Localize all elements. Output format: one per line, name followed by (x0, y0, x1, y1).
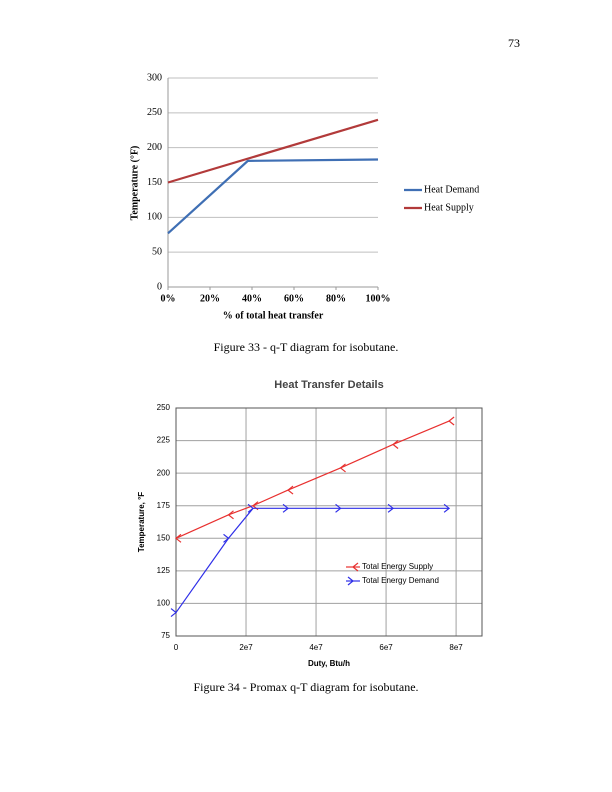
x-axis-label: Duty, Btu/h (308, 659, 350, 668)
x-tick-label: 0% (161, 293, 176, 304)
x-tick-label: 80% (326, 293, 346, 304)
x-tick-label: 8e7 (449, 643, 463, 652)
point-marker (335, 503, 342, 513)
x-tick-label: 100% (366, 293, 391, 304)
y-tick-label: 100 (157, 599, 171, 608)
chart-title: Heat Transfer Details (274, 379, 383, 391)
y-tick-label: 150 (147, 177, 162, 188)
legend-label: Total Energy Demand (362, 576, 439, 585)
legend-label: Total Energy Supply (362, 562, 433, 571)
y-tick-label: 150 (157, 533, 171, 542)
legend-marker (352, 562, 359, 572)
y-tick-label: 100 (147, 212, 162, 223)
point-marker (227, 510, 234, 520)
y-tick-label: 300 (147, 72, 162, 83)
y-axis-label: Temperature (°F) (129, 146, 140, 221)
point-marker (282, 503, 289, 513)
legend-label: Heat Supply (424, 202, 474, 213)
point-marker (247, 503, 254, 513)
series-line (167, 118, 379, 184)
legend-label: Heat Demand (424, 184, 479, 195)
page-number: 73 (508, 36, 520, 50)
y-tick-label: 225 (157, 436, 171, 445)
point-marker (392, 440, 399, 449)
x-axis-label: % of total heat transfer (223, 310, 324, 321)
x-tick-label: 20% (200, 293, 220, 304)
x-tick-label: 40% (242, 293, 262, 304)
x-tick-label: 4e7 (309, 643, 323, 652)
point-marker (448, 416, 455, 426)
point-marker (170, 608, 177, 618)
y-tick-label: 125 (157, 566, 171, 575)
point-marker (339, 463, 346, 473)
plot-frame (175, 407, 483, 637)
legend-marker (347, 576, 354, 586)
x-tick-label: 2e7 (239, 643, 253, 652)
y-axis-label: Temperature, °F (137, 492, 146, 553)
caption: Figure 34 - Promax q-T diagram for isobu… (193, 680, 418, 694)
y-tick-label: 200 (147, 142, 162, 153)
x-tick-label: 60% (284, 293, 304, 304)
point-marker (287, 485, 294, 495)
point-marker (223, 533, 230, 543)
y-tick-label: 75 (161, 631, 170, 640)
point-marker (175, 533, 182, 543)
y-tick-label: 50 (152, 246, 162, 257)
x-tick-label: 6e7 (379, 643, 393, 652)
point-marker (387, 503, 395, 513)
y-tick-label: 0 (157, 281, 162, 292)
point-marker (443, 503, 451, 513)
y-tick-label: 200 (157, 468, 171, 477)
y-tick-label: 175 (157, 501, 171, 510)
series-line (167, 158, 379, 235)
y-tick-label: 250 (147, 107, 162, 118)
y-tick-label: 250 (157, 403, 171, 412)
x-tick-label: 0 (174, 643, 179, 652)
caption: Figure 33 - q-T diagram for isobutane. (214, 340, 399, 354)
